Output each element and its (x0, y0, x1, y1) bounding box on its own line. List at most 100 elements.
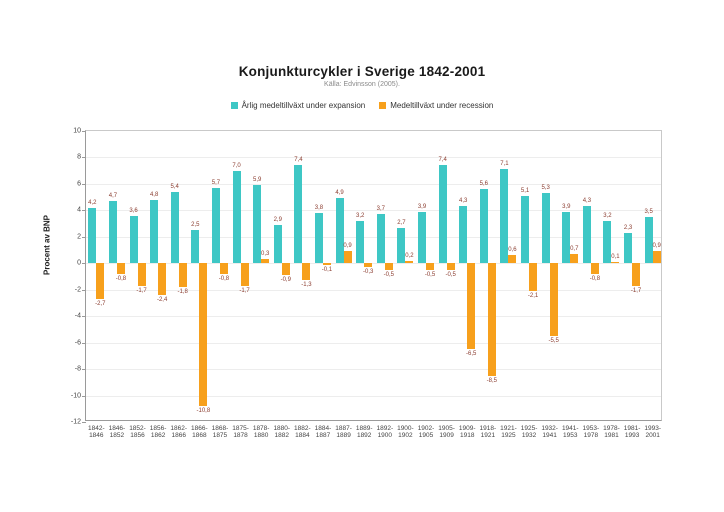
value-label: 7,0 (232, 162, 241, 169)
y-tick-label: 4 (77, 206, 81, 214)
x-tick-label: 1882- 1884 (294, 425, 311, 439)
value-label: 5,4 (170, 183, 179, 190)
value-label: 4,3 (582, 198, 592, 205)
bar-recession-1993-2001 (652, 251, 661, 264)
value-label: 4,7 (108, 193, 118, 200)
y-tick-mark (82, 289, 86, 291)
value-label: 3,8 (314, 205, 324, 211)
bar-expansion-1878-1880 (253, 185, 262, 264)
bar-recession-1978-1981 (611, 261, 620, 264)
legend: Årlig medeltillväxt under expansion Medel… (0, 101, 724, 110)
bar-expansion-1882-1884 (294, 165, 303, 264)
y-tick-label: -8 (74, 365, 81, 373)
bar-expansion-1981-1993 (624, 232, 633, 264)
value-label: 4,9 (335, 190, 344, 197)
value-label: 0,9 (652, 243, 661, 250)
value-label: 3,6 (129, 207, 138, 214)
x-tick-label: 1842- 1846 (87, 425, 105, 439)
value-label: -1,7 (630, 287, 642, 294)
gridline (86, 289, 661, 291)
y-tick-mark (82, 157, 86, 159)
x-tick-label: 1880- 1882 (273, 425, 291, 439)
bar-expansion-1932-1941 (541, 193, 550, 264)
bar-recession-1905-1909 (446, 263, 455, 270)
x-tick-label: 1889- 1892 (355, 425, 373, 439)
x-tick-label: 1981- 1993 (623, 425, 641, 439)
y-tick-label: 8 (77, 153, 81, 161)
gridline (86, 263, 661, 265)
chart-title: Konjunkturcykler i Sverige 1842-2001 (238, 64, 486, 79)
y-axis-title: Procent av BNP (42, 214, 52, 275)
y-tick-mark (82, 183, 86, 185)
value-label: 4,8 (149, 191, 159, 198)
bar-expansion-1866-1868 (191, 230, 200, 264)
y-tick-mark (82, 422, 86, 423)
bar-expansion-1846-1852 (108, 201, 117, 264)
value-label: 2,9 (273, 216, 282, 223)
bar-recession-1846-1852 (116, 263, 125, 274)
value-label: -0,8 (589, 275, 601, 282)
gridline (86, 157, 661, 159)
y-tick-label: 10 (73, 127, 81, 135)
y-tick-mark (82, 316, 86, 318)
bar-recession-1880-1882 (281, 263, 290, 276)
bar-expansion-1909-1918 (459, 206, 468, 264)
x-tick-label: 1909- 1918 (458, 425, 476, 439)
y-tick-label: -4 (74, 312, 81, 320)
bar-recession-1909-1918 (467, 263, 476, 350)
legend-item-expansion: Årlig medeltillväxt under expansion (230, 101, 366, 110)
value-label: -0,8 (115, 275, 127, 282)
y-tick-label: 6 (77, 180, 81, 188)
x-tick-label: 1918- 1921 (479, 425, 497, 439)
gridline (86, 183, 661, 185)
bar-expansion-1953-1978 (582, 206, 591, 264)
value-label: 3,2 (356, 212, 365, 219)
value-label: -8,5 (486, 377, 497, 384)
y-tick-label: -2 (74, 286, 81, 294)
legend-label: Medeltillväxt under recession (390, 101, 494, 110)
value-label: 0,2 (405, 252, 414, 259)
bar-recession-1918-1921 (487, 263, 496, 376)
y-tick-label: -10 (70, 392, 81, 400)
bar-expansion-1905-1909 (438, 165, 447, 264)
bar-expansion-1941-1953 (562, 211, 571, 264)
bar-expansion-1887-1889 (335, 198, 344, 264)
y-tick-mark (82, 131, 86, 132)
x-tick-label: 1884- 1887 (314, 425, 332, 439)
value-label: 3,9 (417, 203, 427, 210)
value-label: -10,8 (196, 408, 211, 415)
y-tick-mark (82, 395, 86, 397)
bar-recession-1878-1880 (261, 259, 270, 264)
x-tick-label: 1846- 1852 (108, 425, 126, 439)
value-label: 5,9 (252, 177, 262, 184)
bar-recession-1981-1993 (632, 263, 641, 286)
x-tick-label: 1905- 1909 (438, 425, 455, 439)
y-tick-mark (82, 342, 86, 344)
y-tick-mark (82, 236, 86, 238)
x-tick-label: 1892- 1900 (376, 425, 394, 439)
value-label: 7,1 (500, 161, 509, 168)
value-label: 2,3 (623, 224, 633, 231)
legend-label: Årlig medeltillväxt under expansion (241, 101, 366, 110)
bar-recession-1842-1846 (96, 263, 105, 299)
gridline (86, 369, 661, 371)
value-label: -2,4 (156, 297, 168, 304)
bar-recession-1892-1900 (384, 263, 393, 270)
value-label: 5,3 (541, 185, 550, 192)
x-tick-label: 1925- 1932 (520, 425, 538, 439)
x-tick-label: 1862- 1866 (170, 425, 188, 439)
value-label: -2,1 (527, 293, 539, 300)
x-tick-label: 1921- 1925 (500, 425, 517, 439)
bar-expansion-1884-1887 (314, 213, 323, 264)
bar-expansion-1868-1875 (211, 187, 220, 264)
plot-area: -12 -10 -8 -6 -4 -2 0 2 4 6 8 10 4,2 -2,7 1842- 1846 4,… (71, 128, 662, 439)
value-label: -0,9 (280, 277, 291, 284)
bar-recession-1856-1862 (158, 263, 167, 295)
value-label: -0,1 (321, 266, 333, 273)
bar-expansion-1921-1925 (500, 169, 509, 264)
value-label: 2,7 (397, 219, 406, 226)
legend-swatch-icon (379, 102, 387, 109)
bar-recession-1852-1856 (137, 263, 146, 286)
value-label: -0,5 (424, 271, 436, 278)
value-label: 7,4 (438, 157, 447, 164)
